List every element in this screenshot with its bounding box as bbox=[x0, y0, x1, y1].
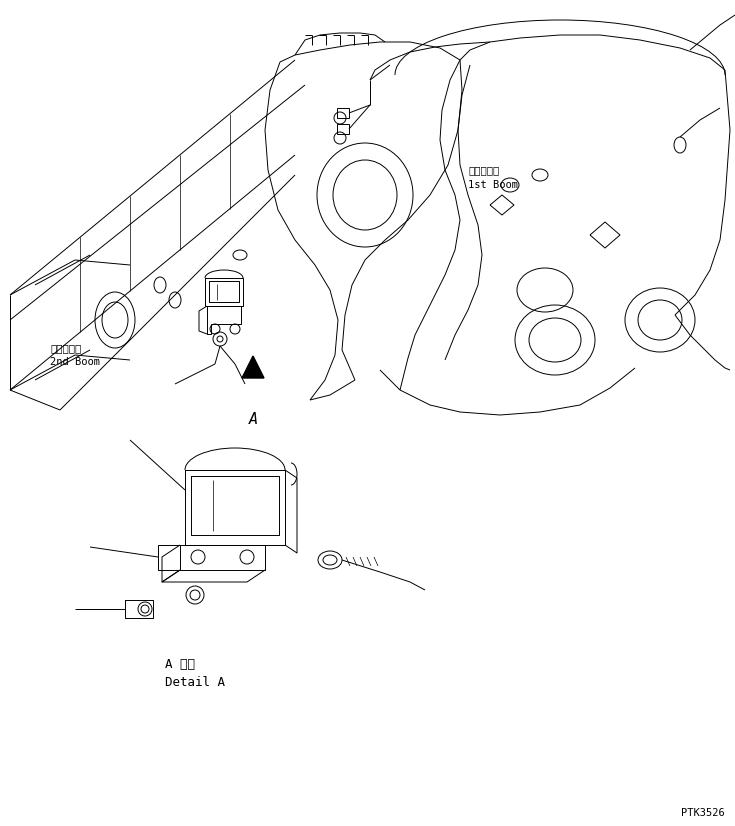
Bar bbox=[337, 108, 349, 118]
Polygon shape bbox=[242, 356, 264, 378]
Text: 第２ブーム: 第２ブーム bbox=[50, 343, 82, 353]
Text: A: A bbox=[248, 412, 257, 428]
Text: A 詳細: A 詳細 bbox=[165, 658, 195, 672]
Text: 第１ブーム: 第１ブーム bbox=[468, 165, 499, 175]
Text: 2nd Boom: 2nd Boom bbox=[50, 357, 100, 367]
Text: Detail A: Detail A bbox=[165, 676, 225, 689]
Text: 1st Boom: 1st Boom bbox=[468, 180, 518, 190]
Text: PTK3526: PTK3526 bbox=[681, 808, 725, 818]
Bar bbox=[337, 124, 349, 134]
